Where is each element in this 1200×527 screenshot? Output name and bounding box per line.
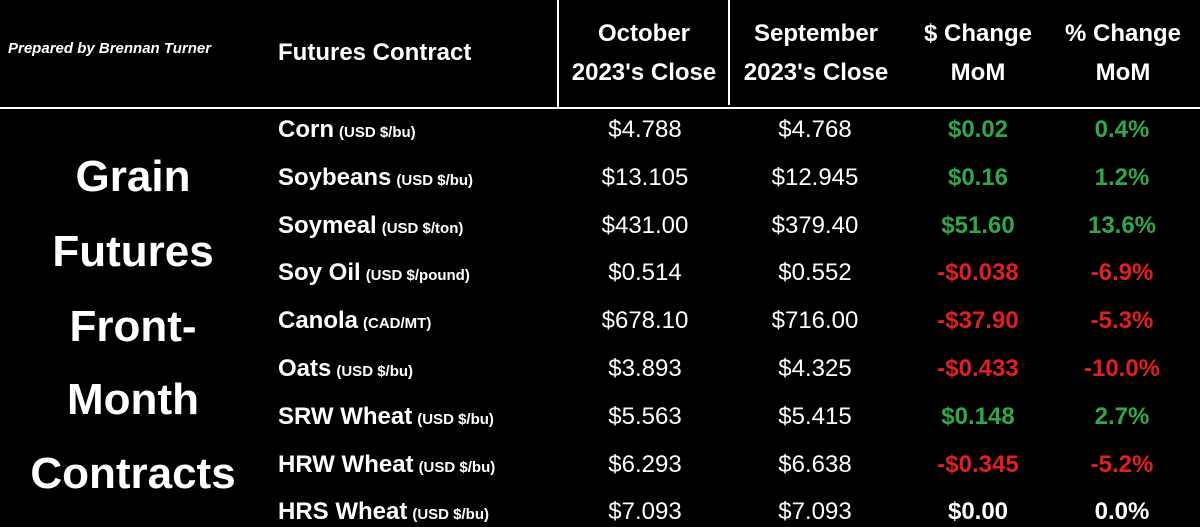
unit: (CAD/MT) <box>363 315 432 333</box>
unit: (USD $/bu) <box>396 171 474 189</box>
header-line: October <box>597 20 690 47</box>
dollar-change: -$0.038 <box>937 259 1019 287</box>
october-close: $13.105 <box>601 163 689 191</box>
contract-name: Canola (CAD/MT) <box>278 307 431 335</box>
header-divider <box>0 107 1200 109</box>
header-line: MoM <box>950 59 1006 86</box>
credit: Prepared by Brennan Turner <box>8 40 212 57</box>
september-close: $0.552 <box>778 259 852 287</box>
unit: (USD $/pound) <box>365 267 470 285</box>
header-line: 2023's Close <box>743 59 889 86</box>
october-close: $678.10 <box>601 307 689 335</box>
contract-name: HRS Wheat (USD $/bu) <box>278 498 489 526</box>
october-close: $0.514 <box>608 259 682 287</box>
percent-change: 13.6% <box>1087 211 1157 239</box>
header-line: % Change <box>1064 20 1181 47</box>
unit: (USD $/bu) <box>418 458 496 476</box>
unit: (USD $/bu) <box>412 506 490 524</box>
dollar-change: $0.148 <box>941 402 1015 430</box>
side-title-line: Futures <box>52 227 214 276</box>
percent-change: -6.9% <box>1090 259 1154 287</box>
contract: Corn <box>278 116 334 143</box>
header-line: Futures Contract <box>278 39 472 66</box>
column-divider <box>728 0 730 105</box>
column-divider <box>557 0 559 108</box>
october-close: $5.563 <box>608 402 682 430</box>
contract-name: Oats (USD $/bu) <box>278 355 413 383</box>
column-header: % Change MoM <box>1048 14 1198 92</box>
september-close: $7.093 <box>778 498 852 526</box>
september-close: $4.325 <box>778 355 852 382</box>
header-line: September <box>753 20 879 47</box>
percent-change: -5.3% <box>1090 307 1154 335</box>
contract: SRW Wheat <box>278 402 413 430</box>
unit: (USD $/bu) <box>336 363 414 380</box>
side-title-line: Front- <box>69 302 197 351</box>
september-close: $716.00 <box>771 307 859 335</box>
contract-name: HRW Wheat (USD $/bu) <box>278 451 495 479</box>
contract: Soy Oil <box>278 259 361 287</box>
side-title-line: Contracts <box>30 449 236 498</box>
september-close: $12.945 <box>771 163 859 191</box>
unit: (USD $/bu) <box>339 124 416 141</box>
column-header: $ Change MoM <box>900 14 1056 92</box>
unit: (USD $/bu) <box>417 410 494 428</box>
contract-name: Corn (USD $/bu) <box>278 116 416 144</box>
contract-name: Soymeal (USD $/ton) <box>278 212 463 240</box>
september-close: $4.768 <box>778 116 852 143</box>
side-title-line: Month <box>67 375 199 424</box>
september-close: $6.638 <box>778 450 852 478</box>
contract: Soybeans <box>278 163 392 191</box>
percent-change: 0.4% <box>1094 116 1150 143</box>
contract: Soymeal <box>278 211 377 239</box>
contract: HRW Wheat <box>278 450 414 478</box>
header-line: MoM <box>1095 59 1151 86</box>
column-header: October 2023's Close <box>559 14 729 92</box>
dollar-change: $0.16 <box>947 163 1009 191</box>
header-line: 2023's Close <box>571 59 717 86</box>
contract-name: Soybeans (USD $/bu) <box>278 164 473 192</box>
contract: HRS Wheat <box>278 498 408 526</box>
october-close: $6.293 <box>608 450 682 478</box>
october-close: $3.893 <box>608 355 682 382</box>
october-close: $7.093 <box>608 498 682 526</box>
dollar-change: $0.02 <box>947 116 1009 143</box>
percent-change: -5.2% <box>1090 450 1154 478</box>
header-line: $ Change <box>923 20 1033 47</box>
dollar-change: $51.60 <box>941 211 1015 239</box>
dollar-change: -$0.433 <box>937 355 1019 382</box>
column-header: Futures Contract <box>278 33 548 72</box>
dollar-change: -$0.345 <box>937 450 1019 478</box>
dollar-change: $0.00 <box>947 498 1009 526</box>
percent-change: 0.0% <box>1094 498 1150 526</box>
contract-name: SRW Wheat (USD $/bu) <box>278 403 494 431</box>
side-title-line: Grain <box>75 152 191 201</box>
contract: Oats <box>278 355 332 382</box>
percent-change: -10.0% <box>1083 355 1161 382</box>
october-close: $4.788 <box>608 116 682 143</box>
unit: (USD $/ton) <box>381 219 464 237</box>
dollar-change: -$37.90 <box>937 307 1019 335</box>
column-header: September 2023's Close <box>730 14 902 92</box>
october-close: $431.00 <box>601 211 689 239</box>
september-close: $379.40 <box>771 211 859 239</box>
percent-change: 2.7% <box>1094 402 1150 430</box>
contract-name: Soy Oil (USD $/pound) <box>278 259 470 287</box>
september-close: $5.415 <box>778 402 852 430</box>
contract: Canola <box>278 307 359 335</box>
percent-change: 1.2% <box>1094 163 1150 191</box>
